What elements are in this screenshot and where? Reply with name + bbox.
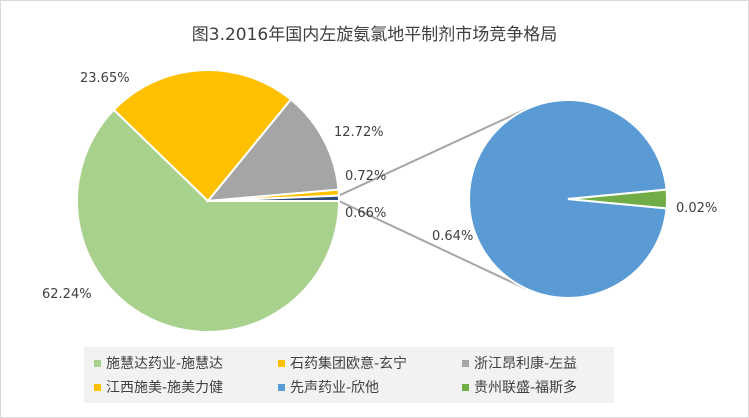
legend-swatch (94, 383, 101, 391)
legend-item: 施慧达药业-施慧达 (94, 353, 223, 373)
legend-label: 贵州联盛-福斯多 (474, 380, 578, 396)
legend-swatch (278, 359, 285, 367)
legend-item: 江西施美-施美力健 (94, 377, 223, 397)
legend-item: 石药集团欧意-玄宁 (278, 353, 407, 373)
secondary-pie (468, 99, 669, 299)
connector-line-top (338, 108, 527, 197)
pie-slice-zuoyi (205, 98, 340, 203)
legend-label: 先声药业-欣他 (290, 380, 380, 396)
pie-slice-shihuida (76, 108, 341, 333)
legend-item: 先声药业-欣他 (278, 377, 379, 397)
data-label-shimeilijian: 0.72% (345, 169, 386, 184)
data-label-shihuida: 62.24% (42, 287, 92, 302)
pie-slice-xuanning (112, 69, 293, 203)
legend-label: 江西施美-施美力健 (106, 380, 224, 396)
connector-line-bottom (338, 200, 527, 290)
pie-slice-other (207, 194, 341, 202)
legend-item: 贵州联盛-福斯多 (462, 377, 577, 397)
chart-title: 图3.2016年国内左旋氨氯地平制剂市场竞争格局 (191, 25, 558, 45)
legend-swatch (278, 383, 285, 391)
connector-lines (338, 108, 527, 290)
legend-label: 浙江昂利康-左益 (474, 356, 578, 372)
data-labels: 62.24% 23.65% 12.72% 0.66% 0.72% 0.64% 0… (42, 71, 717, 302)
pie-slice-fusiduo (567, 188, 669, 210)
data-label-fusiduo: 0.02% (676, 201, 717, 216)
data-label-xuanning: 23.65% (80, 71, 130, 86)
data-label-zuoyi: 12.72% (334, 125, 384, 140)
legend-swatch (94, 359, 101, 367)
legend-swatch (462, 383, 469, 391)
data-label-xinta: 0.64% (432, 229, 473, 244)
legend-label: 施慧达药业-施慧达 (106, 356, 224, 372)
legend-item: 浙江昂利康-左益 (462, 353, 577, 373)
pie-slice-xinta (468, 99, 668, 299)
data-label-other: 0.66% (345, 206, 386, 221)
legend: 施慧达药业-施慧达 石药集团欧意-玄宁 浙江昂利康-左益 江西施美-施美力健 先… (84, 347, 614, 403)
legend-label: 石药集团欧意-玄宁 (290, 356, 408, 372)
main-pie (76, 69, 341, 333)
legend-swatch (462, 359, 469, 367)
